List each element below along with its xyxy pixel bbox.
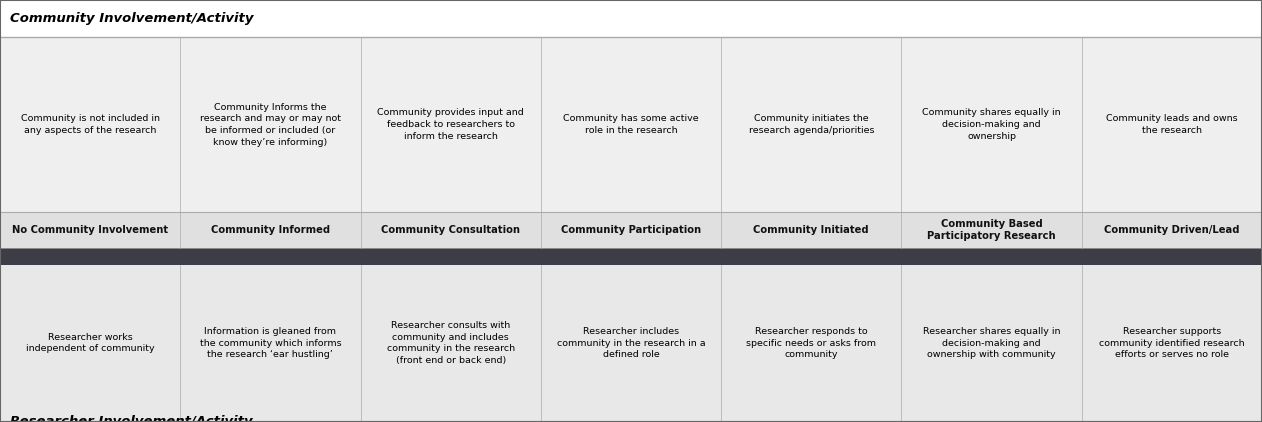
Text: Researcher works
independent of community: Researcher works independent of communit… <box>25 333 154 354</box>
Text: Researcher Involvement/Activity: Researcher Involvement/Activity <box>10 415 252 422</box>
Bar <box>0 248 1262 265</box>
Bar <box>0 37 1262 212</box>
Text: Researcher responds to
specific needs or asks from
community: Researcher responds to specific needs or… <box>746 327 876 360</box>
Text: Community Based
Participatory Research: Community Based Participatory Research <box>928 219 1056 241</box>
Bar <box>0 265 1262 421</box>
Text: Community Informs the
research and may or may not
be informed or included (or
kn: Community Informs the research and may o… <box>199 103 341 147</box>
Bar <box>0 0 1262 37</box>
Text: No Community Involvement: No Community Involvement <box>13 225 168 235</box>
Text: Researcher shares equally in
decision-making and
ownership with community: Researcher shares equally in decision-ma… <box>923 327 1060 360</box>
Text: Community Involvement/Activity: Community Involvement/Activity <box>10 12 254 25</box>
Text: Information is gleaned from
the community which informs
the research ‘ear hustli: Information is gleaned from the communit… <box>199 327 341 360</box>
Text: Community provides input and
feedback to researchers to
inform the research: Community provides input and feedback to… <box>377 108 524 141</box>
Text: Community leads and owns
the research: Community leads and owns the research <box>1106 114 1238 135</box>
Bar <box>0 212 1262 248</box>
Text: Community Initiated: Community Initiated <box>753 225 870 235</box>
Text: Community Consultation: Community Consultation <box>381 225 520 235</box>
Text: Community Driven/Lead: Community Driven/Lead <box>1104 225 1239 235</box>
Text: Researcher includes
community in the research in a
defined role: Researcher includes community in the res… <box>557 327 705 360</box>
Text: Community is not included in
any aspects of the research: Community is not included in any aspects… <box>20 114 159 135</box>
Text: Community has some active
role in the research: Community has some active role in the re… <box>563 114 699 135</box>
Text: Community initiates the
research agenda/priorities: Community initiates the research agenda/… <box>748 114 875 135</box>
Text: Community Informed: Community Informed <box>211 225 329 235</box>
Text: Researcher supports
community identified research
efforts or serves no role: Researcher supports community identified… <box>1099 327 1244 360</box>
Text: Community Participation: Community Participation <box>560 225 702 235</box>
Text: Community shares equally in
decision-making and
ownership: Community shares equally in decision-mak… <box>923 108 1061 141</box>
Text: Researcher consults with
community and includes
community in the research
(front: Researcher consults with community and i… <box>386 321 515 365</box>
Bar <box>0 421 1262 422</box>
